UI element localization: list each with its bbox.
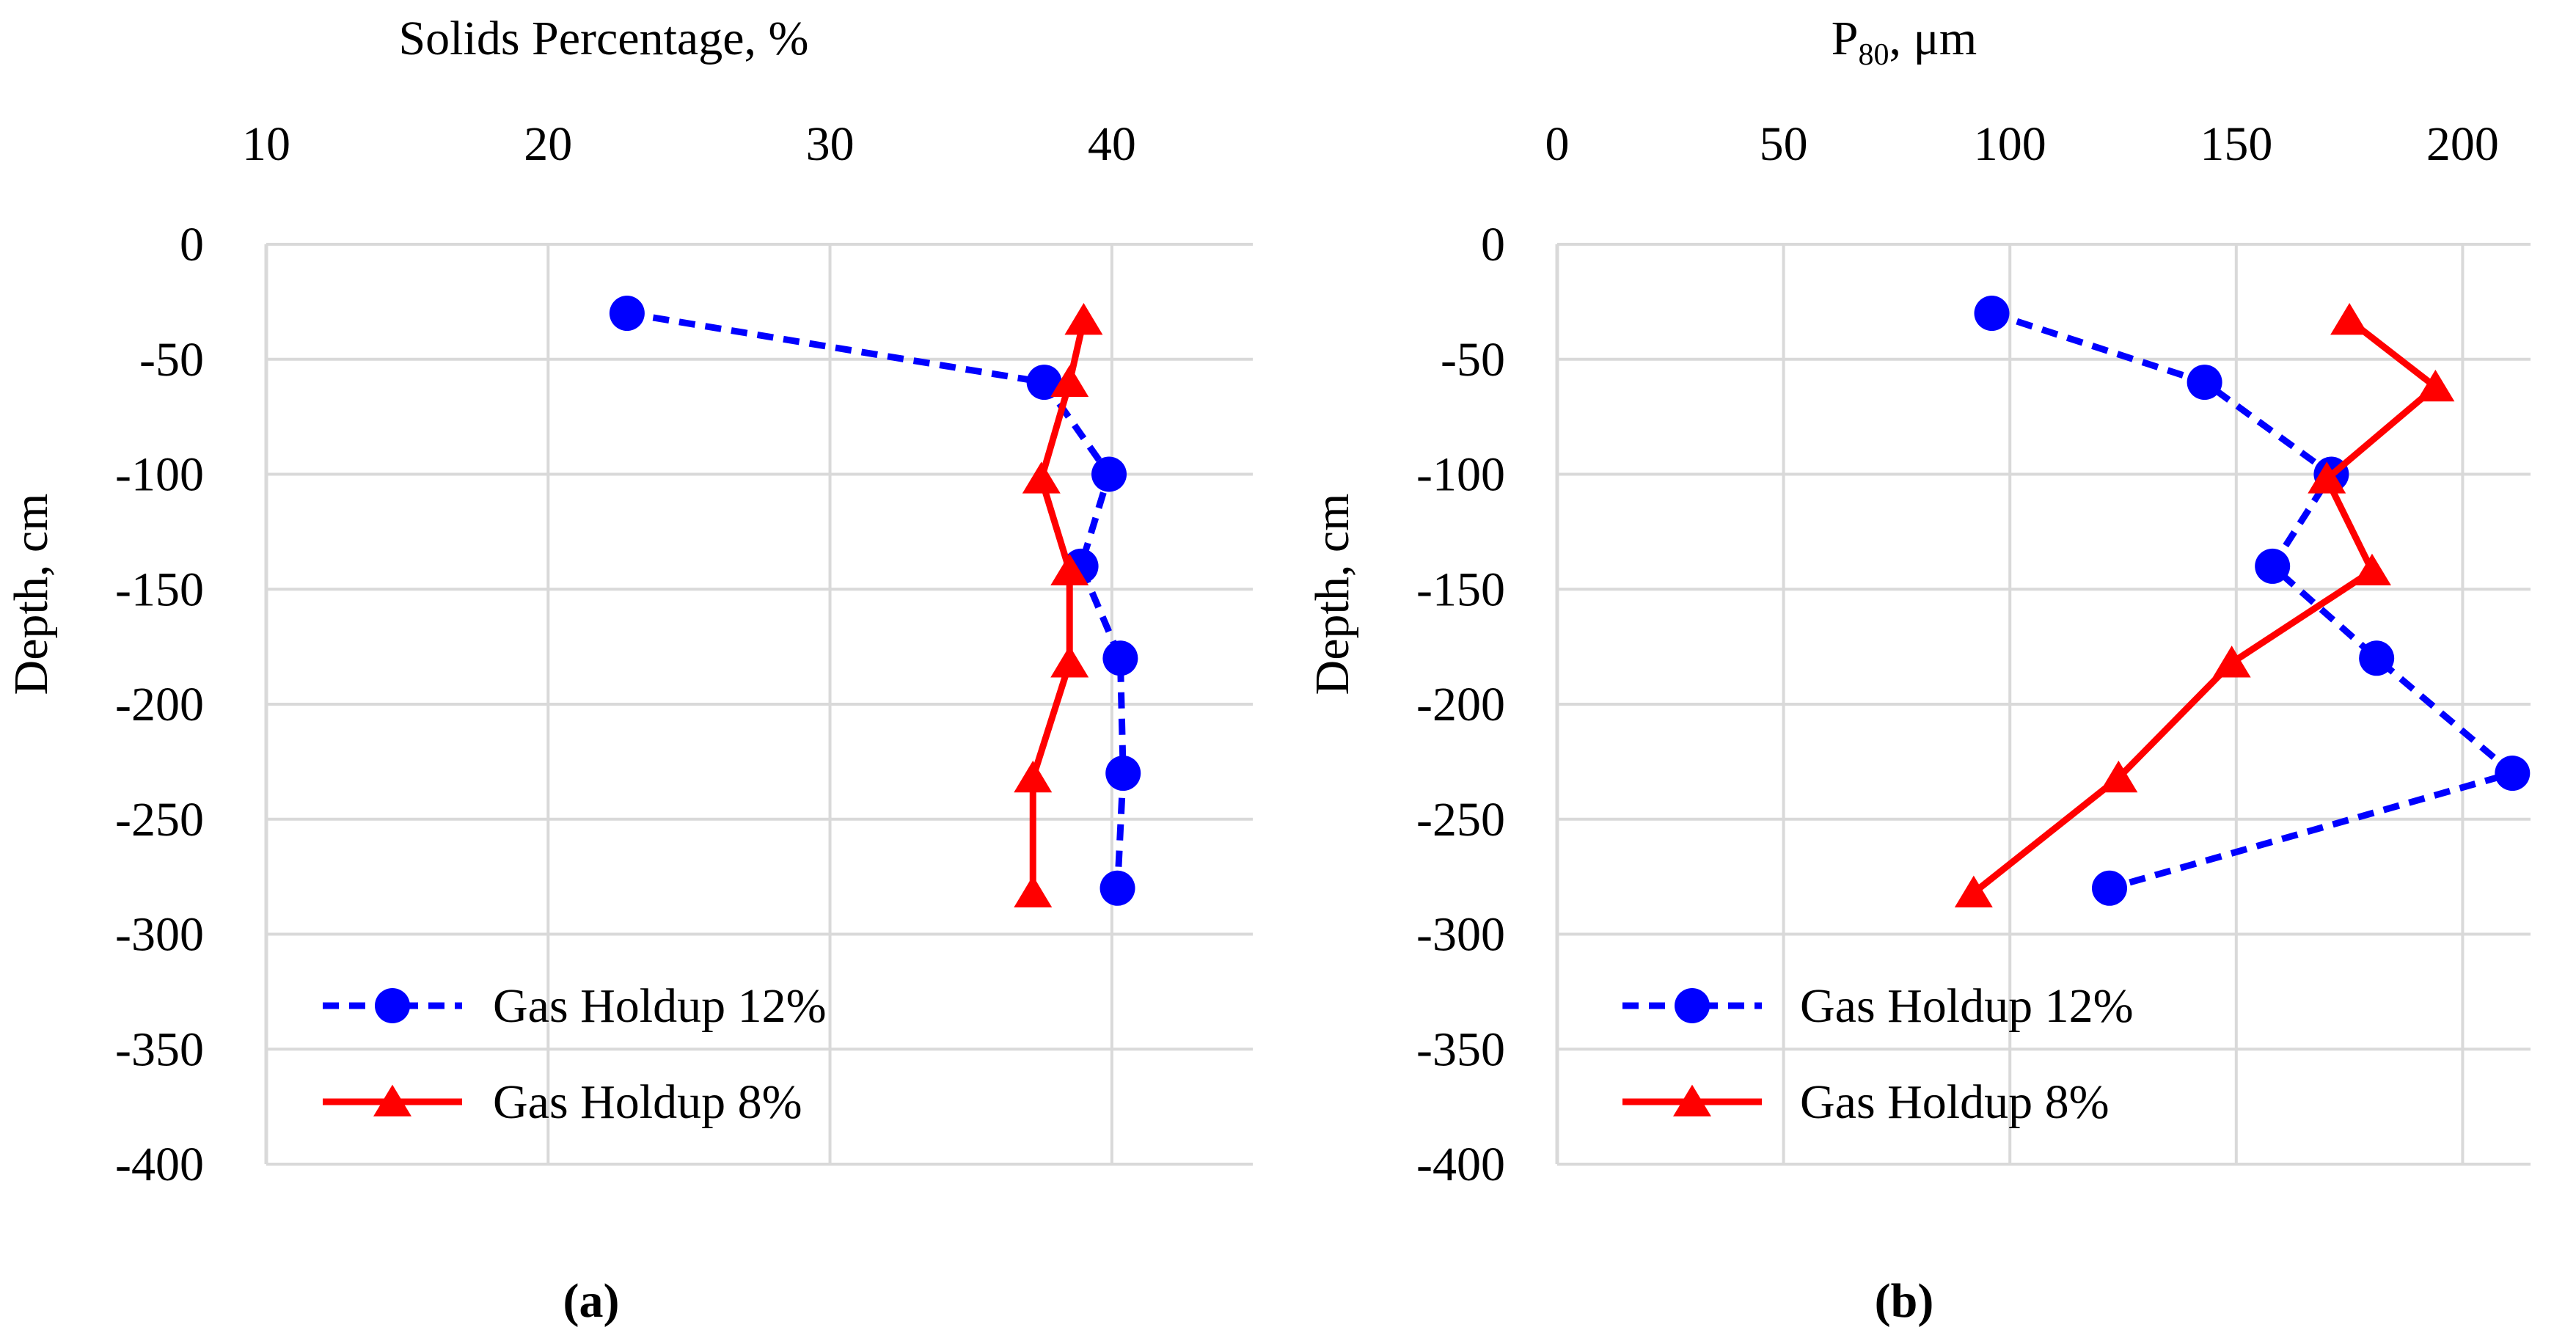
y-tick-label: -250 bbox=[1416, 793, 1505, 847]
data-point-circle bbox=[2187, 365, 2222, 401]
y-tick-label: -150 bbox=[1416, 563, 1505, 616]
data-point-triangle bbox=[2416, 369, 2455, 402]
y-tick-label: -300 bbox=[1416, 908, 1505, 962]
p80-unit-text: , μm bbox=[1889, 12, 1977, 65]
panel-b-label: (b) bbox=[1875, 1274, 1934, 1328]
data-point-circle bbox=[1026, 365, 1062, 401]
data-point-triangle bbox=[1022, 461, 1061, 494]
y-tick-label: -50 bbox=[139, 333, 204, 387]
legend-marker-circle bbox=[375, 988, 410, 1023]
y-tick-label: -350 bbox=[1416, 1023, 1505, 1076]
data-point-triangle bbox=[1064, 303, 1103, 335]
legend-marker-triangle bbox=[373, 1084, 411, 1116]
x-tick-label: 40 bbox=[1088, 117, 1136, 171]
panel-a-plot: 0 -50 -100 -150 -200 -250 -300 -350 -400 10 20 30 40 bbox=[115, 117, 1253, 1191]
x-tick-label: 30 bbox=[806, 117, 855, 171]
panel-b-plot: 0 -50 -100 -150 -200 -250 -300 -350 -400 0 50 100 15… bbox=[1416, 117, 2531, 1191]
legend-label: Gas Holdup 12% bbox=[493, 979, 827, 1033]
data-point-triangle bbox=[2352, 553, 2391, 586]
data-point-circle bbox=[1091, 456, 1127, 492]
y-tick-label: -350 bbox=[115, 1023, 204, 1076]
legend-marker-triangle bbox=[1673, 1084, 1711, 1116]
legend-label: Gas Holdup 12% bbox=[1800, 979, 2134, 1033]
panel-a-x-axis-title: Solids Percentage, % bbox=[398, 12, 808, 65]
data-point-triangle bbox=[1954, 875, 1993, 907]
data-point-circle bbox=[1974, 296, 2010, 332]
panel-b-legend: Gas Holdup 12% Gas Holdup 8% bbox=[1622, 979, 2134, 1129]
data-point-circle bbox=[2091, 870, 2127, 906]
data-point-triangle bbox=[1050, 553, 1089, 586]
y-tick-label: -150 bbox=[115, 563, 204, 616]
y-tick-label: -100 bbox=[115, 448, 204, 502]
data-point-circle bbox=[609, 296, 645, 332]
x-tick-label: 20 bbox=[524, 117, 572, 171]
data-point-triangle bbox=[1014, 875, 1053, 907]
panel-b-x-axis-title: P80, μm bbox=[1832, 12, 1977, 72]
data-point-triangle bbox=[1014, 760, 1053, 793]
legend-label: Gas Holdup 8% bbox=[493, 1075, 802, 1129]
series-line-0 bbox=[626, 310, 1127, 889]
x-tick-label: 0 bbox=[1545, 117, 1570, 171]
y-tick-label: -100 bbox=[1416, 448, 1505, 502]
data-point-triangle bbox=[1050, 646, 1089, 678]
y-tick-label: 0 bbox=[1481, 218, 1505, 271]
data-point-triangle bbox=[2099, 760, 2138, 793]
data-point-circle bbox=[1102, 640, 1138, 676]
y-tick-label: -200 bbox=[1416, 678, 1505, 731]
y-tick-label: -300 bbox=[115, 908, 204, 962]
data-point-circle bbox=[2255, 548, 2291, 584]
data-point-triangle bbox=[2308, 461, 2346, 494]
y-tick-label: -200 bbox=[115, 678, 204, 731]
y-tick-label: 0 bbox=[180, 218, 204, 271]
legend-label: Gas Holdup 8% bbox=[1800, 1075, 2110, 1129]
x-tick-label: 150 bbox=[2200, 117, 2272, 171]
panel-b-y-axis-title: Depth, cm bbox=[1306, 494, 1359, 695]
panel-a-y-axis-title: Depth, cm bbox=[4, 494, 58, 695]
data-point-circle bbox=[1105, 756, 1141, 792]
data-point-triangle bbox=[2212, 646, 2251, 678]
x-tick-label: 10 bbox=[242, 117, 290, 171]
data-point-circle bbox=[2359, 640, 2395, 676]
panel-a-label: (a) bbox=[563, 1274, 620, 1328]
series-line-1 bbox=[1972, 317, 2439, 896]
legend-marker-circle bbox=[1675, 988, 1710, 1023]
data-point-triangle bbox=[1050, 365, 1089, 397]
x-tick-label: 50 bbox=[1760, 117, 1808, 171]
panel-a-legend: Gas Holdup 12% Gas Holdup 8% bbox=[323, 979, 827, 1129]
p80-main-text: P bbox=[1832, 12, 1859, 65]
data-point-triangle bbox=[2330, 303, 2369, 335]
data-point-circle bbox=[1099, 870, 1135, 906]
y-tick-label: -400 bbox=[115, 1138, 204, 1191]
x-tick-label: 100 bbox=[1974, 117, 2046, 171]
x-tick-label: 200 bbox=[2426, 117, 2499, 171]
data-point-circle bbox=[2495, 756, 2531, 792]
y-tick-label: -50 bbox=[1441, 333, 1505, 387]
p80-subscript: 80 bbox=[1858, 38, 1889, 72]
y-tick-label: -400 bbox=[1416, 1138, 1505, 1191]
y-tick-label: -250 bbox=[115, 793, 204, 847]
